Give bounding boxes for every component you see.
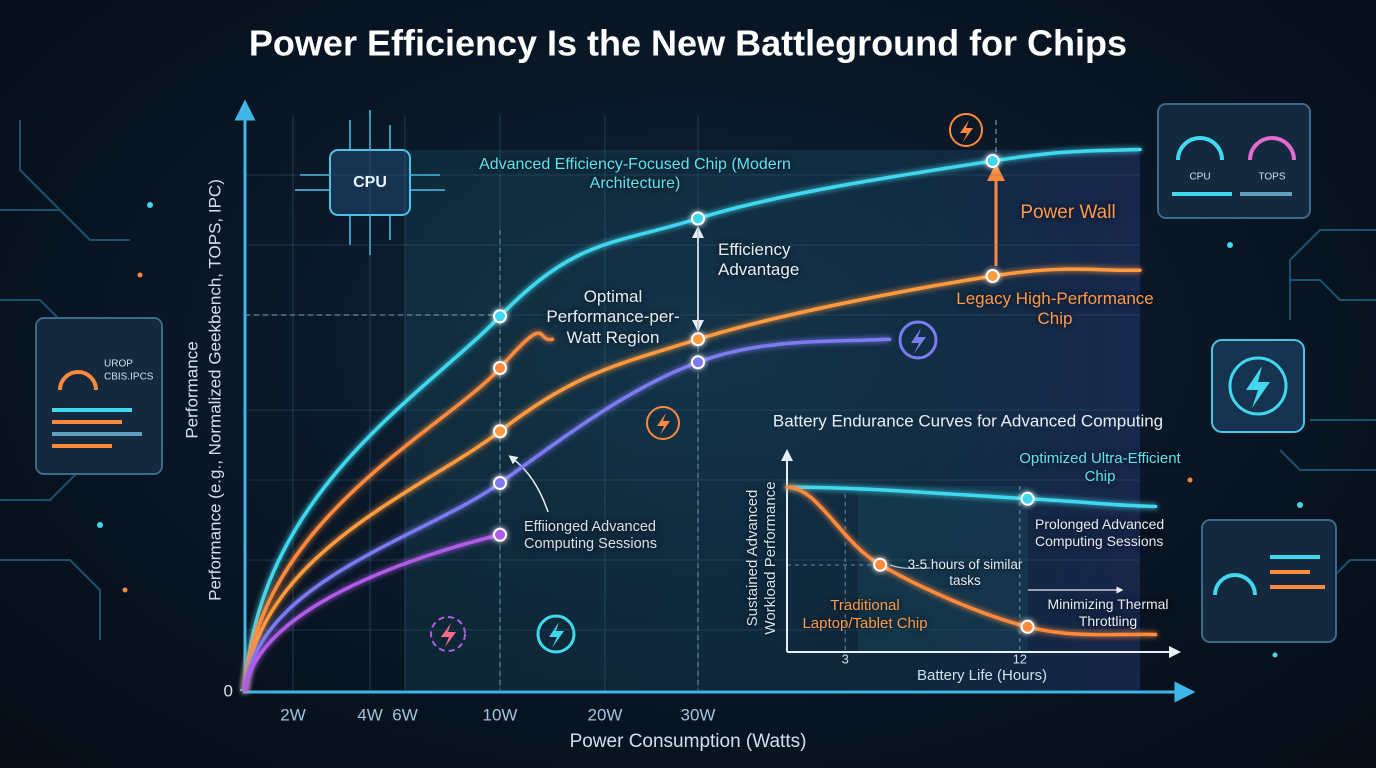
data-point xyxy=(493,309,507,324)
x-axis-label: Power Consumption (Watts) xyxy=(570,731,807,752)
data-point xyxy=(691,211,705,226)
data-point xyxy=(493,424,507,439)
data-point xyxy=(493,527,507,542)
x-tick-label: 2W xyxy=(280,705,306,724)
series-line xyxy=(243,267,1142,692)
gauge-panel-left xyxy=(35,317,163,475)
inset-title: Battery Endurance Curves for Advanced Co… xyxy=(773,411,1163,430)
y-axis-label: Sustained Advanced Workload Performance xyxy=(744,481,779,635)
y-axis-label: Performance xyxy=(182,341,201,438)
x-tick-label: 30W xyxy=(681,705,716,724)
series-line xyxy=(243,337,892,692)
power-chip xyxy=(1211,339,1305,433)
data-point xyxy=(1020,619,1035,634)
guide-lines xyxy=(245,120,997,316)
x-axis-label: Battery Life (Hours) xyxy=(917,667,1047,684)
data-point xyxy=(985,269,1000,283)
gauge-panel-right xyxy=(1201,519,1337,643)
data-point xyxy=(1020,491,1035,506)
data-point xyxy=(691,355,705,370)
cpu-chip xyxy=(295,110,445,255)
annotation: Optimal Performance-per-Watt Region xyxy=(546,287,680,347)
panel-text: CBIS.IPCS xyxy=(104,372,154,383)
data-point xyxy=(493,361,507,375)
data-point xyxy=(691,332,705,347)
series-line xyxy=(785,485,1158,637)
data-point xyxy=(493,476,507,490)
annotation: Power Wall xyxy=(1020,202,1116,223)
x-tick-label: 20W xyxy=(588,705,623,724)
annotation: Prolonged Advanced Computing Sessions xyxy=(1035,516,1165,549)
series-label: Traditional Laptop/Tablet Chip xyxy=(802,597,928,632)
bolt-icons xyxy=(430,113,983,654)
highlight-region xyxy=(405,150,1140,690)
callout-arrow xyxy=(508,455,549,513)
gauge-label: CPU xyxy=(1189,172,1210,183)
gauge-label: TOPS xyxy=(1258,172,1285,183)
x-tick-label: 6W xyxy=(392,705,418,724)
gauge-panel-top xyxy=(1157,103,1311,219)
series-line xyxy=(243,331,555,692)
x-tick-label: 12 xyxy=(1013,651,1027,666)
series-line xyxy=(243,147,1142,692)
x-tick-label: 10W xyxy=(483,705,518,724)
panel-text: UROP xyxy=(104,359,133,370)
callout-line xyxy=(889,564,931,569)
annotation: Effiionged Advanced Computing Sessions xyxy=(524,519,657,553)
page-title: Power Efficiency Is the New Battleground… xyxy=(249,23,1127,64)
annotation: Efficiency Advantage xyxy=(718,240,800,280)
annotation: 3-5 hours of similar tasks xyxy=(907,557,1023,589)
y-axis-label: Performance (e.g., Normalized Geekbench,… xyxy=(205,179,224,601)
y-tick-label: 0 xyxy=(224,681,233,700)
annotation: Minimizing Thermal Throttling xyxy=(1047,596,1169,629)
series-label: Legacy High-Performance Chip xyxy=(956,289,1154,329)
series-label: Advanced Efficiency-Focused Chip (Modern… xyxy=(479,156,791,193)
light-dots xyxy=(97,202,1303,658)
x-tick-label: 3 xyxy=(842,651,849,666)
data-point xyxy=(873,557,888,572)
x-tick-label: 4W xyxy=(357,705,383,724)
data-point xyxy=(985,154,1000,168)
chip-label: CPU xyxy=(353,174,387,191)
series-line xyxy=(785,485,1158,509)
series-label: Optimized Ultra-Efficient Chip xyxy=(1019,450,1181,485)
series-line xyxy=(243,533,502,692)
